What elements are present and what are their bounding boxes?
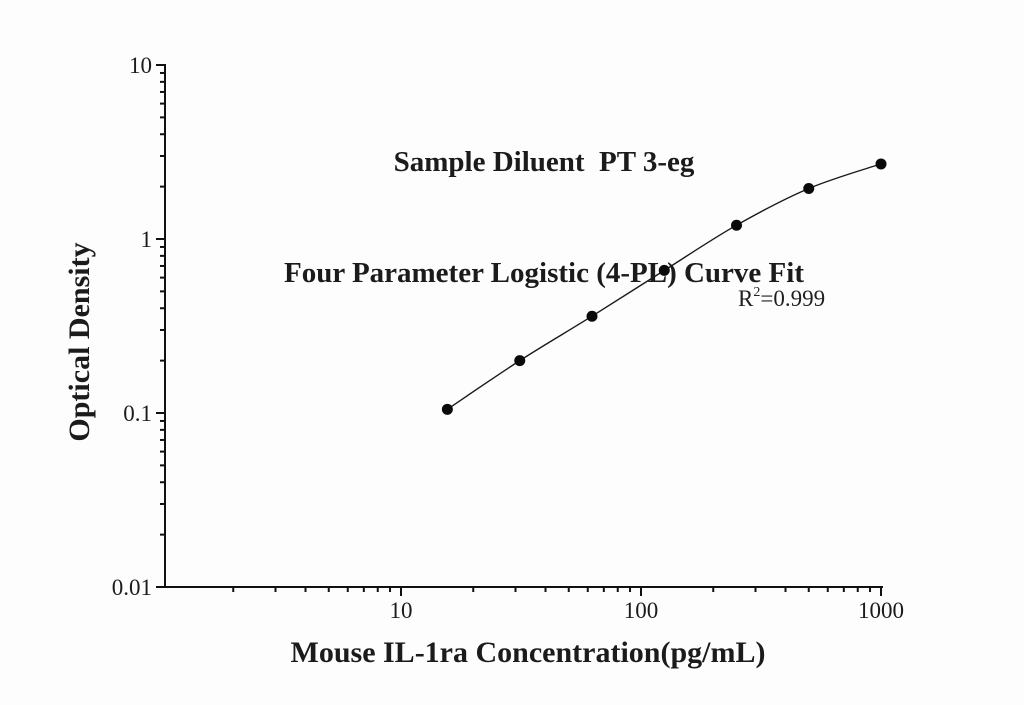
x-tick-label: 10: [390, 598, 413, 623]
data-point-marker: [514, 355, 526, 367]
data-point-marker: [586, 310, 598, 322]
r-squared-prefix: R: [738, 286, 754, 311]
chart-title-line1: Sample Diluent PT 3-eg: [393, 146, 695, 178]
chart-title-line2: Four Parameter Logistic (4-PL) Curve Fit: [284, 257, 804, 289]
x-axis-label: Mouse IL-1ra Concentration(pg/mL): [290, 636, 766, 669]
data-point-marker: [658, 264, 670, 276]
y-tick-label: 1: [141, 227, 153, 252]
data-point-marker: [731, 219, 743, 231]
data-point-marker: [875, 158, 887, 170]
r-squared-value: =0.999: [760, 286, 826, 311]
data-point-marker: [441, 403, 453, 415]
x-tick-label: 100: [624, 598, 659, 623]
chart-title: Sample Diluent PT 3-eg Four Parameter Lo…: [185, 70, 903, 366]
r-squared-sup: 2: [753, 285, 761, 301]
y-tick-label: 0.1: [123, 401, 152, 426]
y-tick-label: 0.01: [112, 575, 152, 600]
r-squared-annotation: R2=0.999: [738, 285, 826, 312]
y-tick-label: 10: [129, 53, 152, 78]
x-tick-label: 1000: [858, 598, 904, 623]
y-axis-label: Optical Density: [63, 242, 96, 442]
data-point-marker: [803, 183, 815, 195]
